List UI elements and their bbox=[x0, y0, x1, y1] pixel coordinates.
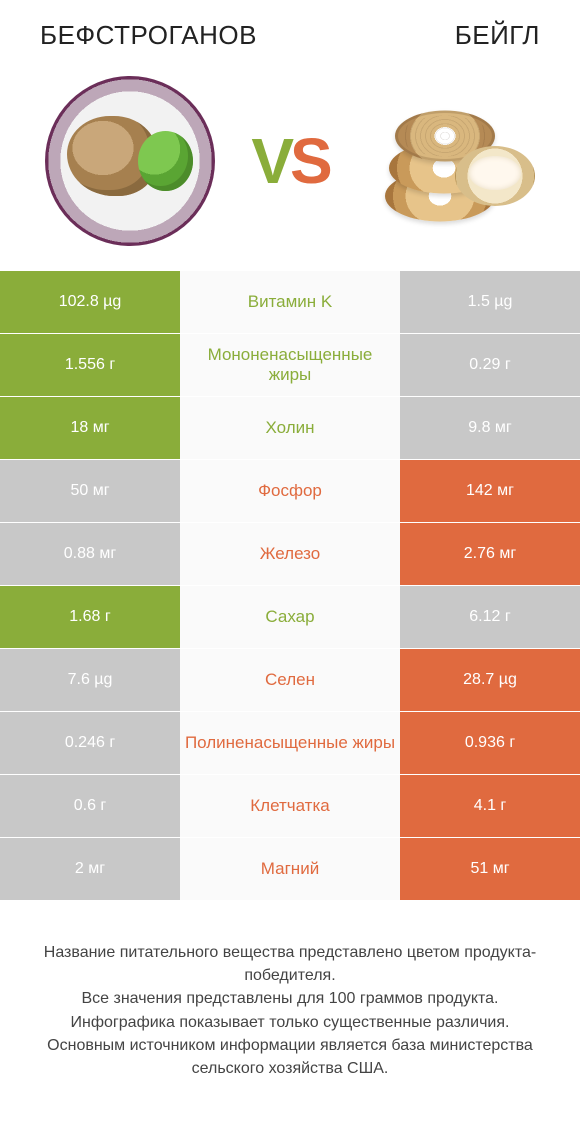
left-value: 2 мг bbox=[0, 838, 180, 900]
title-row: БЕФСТРОГАНОВ БЕЙГЛ bbox=[0, 0, 580, 61]
footer-line: Название питательного вещества представл… bbox=[30, 941, 550, 987]
left-value: 50 мг bbox=[0, 460, 180, 522]
right-value: 0.936 г bbox=[400, 712, 580, 774]
image-row: VS bbox=[0, 61, 580, 271]
left-value: 1.556 г bbox=[0, 334, 180, 396]
right-value: 9.8 мг bbox=[400, 397, 580, 459]
nutrient-label: Витамин K bbox=[180, 271, 400, 333]
table-row: 1.556 гМононенасыщенные жиры0.29 г bbox=[0, 334, 580, 397]
nutrient-label: Сахар bbox=[180, 586, 400, 648]
vs-s: S bbox=[290, 125, 329, 197]
right-value: 51 мг bbox=[400, 838, 580, 900]
nutrient-label: Селен bbox=[180, 649, 400, 711]
footer-line: Инфографика показывает только существенн… bbox=[30, 1011, 550, 1034]
table-row: 7.6 µgСелен28.7 µg bbox=[0, 649, 580, 712]
left-value: 102.8 µg bbox=[0, 271, 180, 333]
footer-text: Название питательного вещества представл… bbox=[0, 901, 580, 1100]
table-row: 50 мгФосфор142 мг bbox=[0, 460, 580, 523]
table-row: 102.8 µgВитамин K1.5 µg bbox=[0, 271, 580, 334]
right-value: 142 мг bbox=[400, 460, 580, 522]
left-value: 0.88 мг bbox=[0, 523, 180, 585]
footer-line: Все значения представлены для 100 граммо… bbox=[30, 987, 550, 1010]
table-row: 0.6 гКлетчатка4.1 г bbox=[0, 775, 580, 838]
vs-v: V bbox=[251, 125, 290, 197]
table-row: 18 мгХолин9.8 мг bbox=[0, 397, 580, 460]
right-value: 0.29 г bbox=[400, 334, 580, 396]
left-value: 0.246 г bbox=[0, 712, 180, 774]
stroganoff-icon bbox=[45, 76, 215, 246]
right-value: 4.1 г bbox=[400, 775, 580, 837]
nutrient-label: Мононенасыщенные жиры bbox=[180, 334, 400, 396]
left-value: 7.6 µg bbox=[0, 649, 180, 711]
bagel-icon bbox=[365, 76, 535, 246]
table-row: 1.68 гСахар6.12 г bbox=[0, 586, 580, 649]
comparison-table: 102.8 µgВитамин K1.5 µg1.556 гМононенасы… bbox=[0, 271, 580, 901]
right-value: 2.76 мг bbox=[400, 523, 580, 585]
footer-line: Основным источником информации является … bbox=[30, 1034, 550, 1080]
left-value: 0.6 г bbox=[0, 775, 180, 837]
right-image bbox=[360, 71, 540, 251]
nutrient-label: Железо bbox=[180, 523, 400, 585]
table-row: 2 мгМагний51 мг bbox=[0, 838, 580, 901]
table-row: 0.246 гПолиненасыщенные жиры0.936 г bbox=[0, 712, 580, 775]
nutrient-label: Магний bbox=[180, 838, 400, 900]
infographic: БЕФСТРОГАНОВ БЕЙГЛ VS 102.8 µgВитамин K1… bbox=[0, 0, 580, 1100]
left-image bbox=[40, 71, 220, 251]
table-row: 0.88 мгЖелезо2.76 мг bbox=[0, 523, 580, 586]
left-value: 18 мг bbox=[0, 397, 180, 459]
right-value: 1.5 µg bbox=[400, 271, 580, 333]
nutrient-label: Клетчатка bbox=[180, 775, 400, 837]
vs-label: VS bbox=[251, 124, 328, 198]
right-title: БЕЙГЛ bbox=[455, 20, 540, 51]
right-value: 6.12 г bbox=[400, 586, 580, 648]
left-value: 1.68 г bbox=[0, 586, 180, 648]
left-title: БЕФСТРОГАНОВ bbox=[40, 20, 257, 51]
nutrient-label: Фосфор bbox=[180, 460, 400, 522]
nutrient-label: Холин bbox=[180, 397, 400, 459]
right-value: 28.7 µg bbox=[400, 649, 580, 711]
nutrient-label: Полиненасыщенные жиры bbox=[180, 712, 400, 774]
